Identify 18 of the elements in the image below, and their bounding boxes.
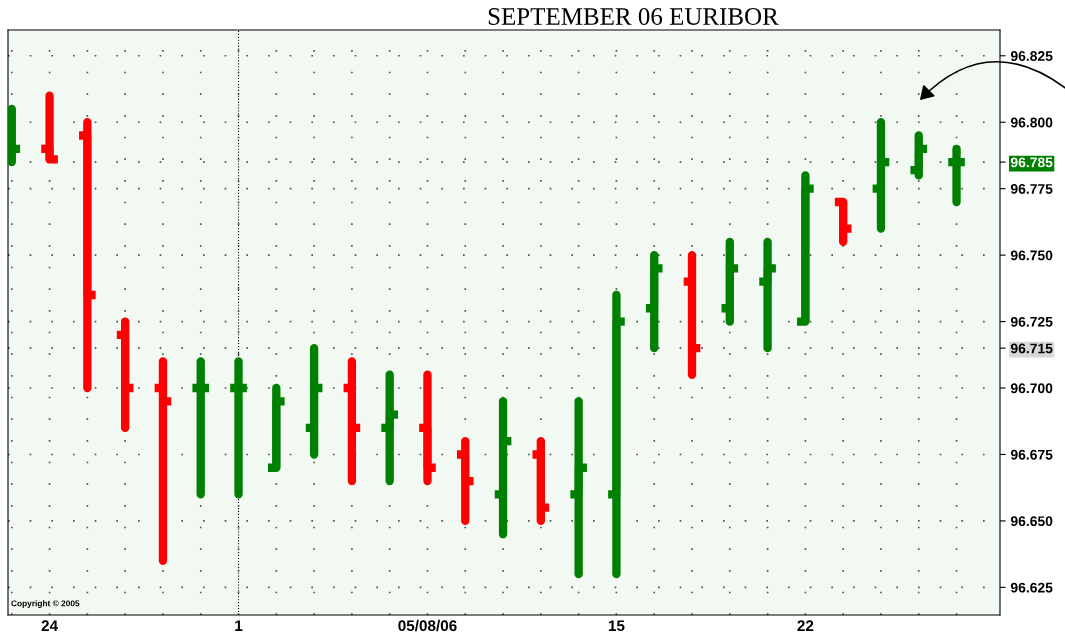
y-tick-label: 96.725 <box>1010 316 1053 327</box>
x-tick-label: 1 <box>235 620 243 631</box>
x-tick-label: 22 <box>797 620 814 631</box>
y-tick-label: 96.785 <box>1010 157 1053 168</box>
y-tick-label: 96.750 <box>1010 250 1053 261</box>
chart-title: SEPTEMBER 06 EURIBOR <box>488 8 779 25</box>
y-tick-label: 96.825 <box>1010 51 1053 61</box>
y-tick-label: 96.775 <box>1010 184 1053 194</box>
y-tick-label: 96.800 <box>1010 117 1053 128</box>
x-tick-label: 24 <box>41 620 58 631</box>
y-tick-label: 96.625 <box>1010 582 1053 593</box>
x-tick-label: 15 <box>608 620 625 632</box>
y-tick-label: 96.700 <box>1010 383 1053 394</box>
y-tick-label: 96.675 <box>1010 449 1053 460</box>
annotation: Copyright © 2005 <box>11 600 80 608</box>
y-tick-label: 96.650 <box>1010 516 1053 527</box>
x-tick-label: 05/08/06 <box>398 619 457 632</box>
y-tick-label: 96.715 <box>1010 343 1053 354</box>
